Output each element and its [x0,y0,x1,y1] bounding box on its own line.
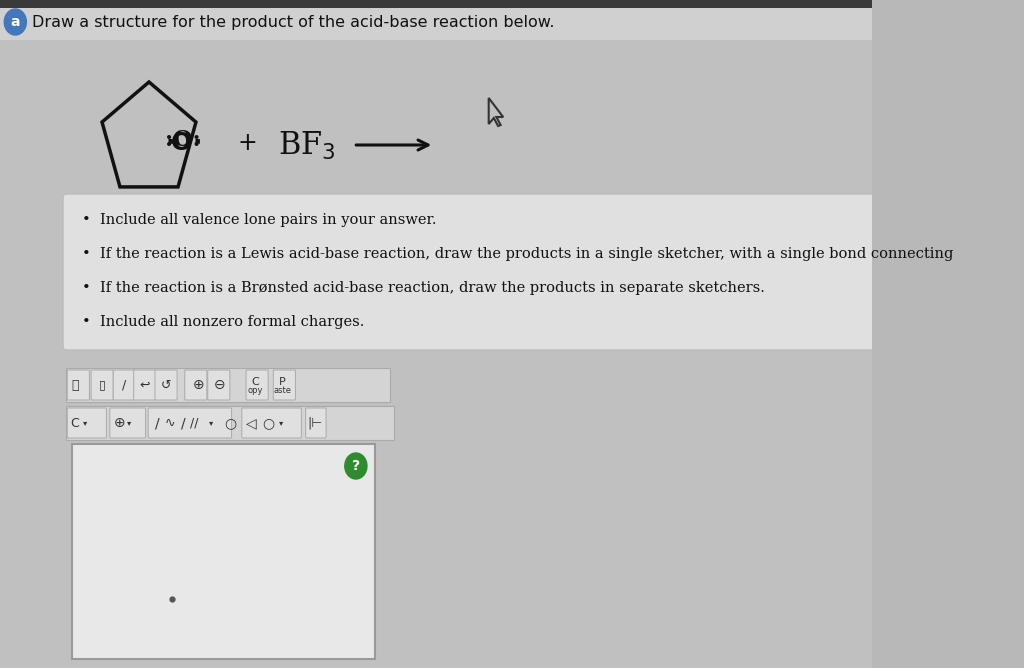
Text: $\mathbf{\cdot\!O\!\cdot}$: $\mathbf{\cdot\!O\!\cdot}$ [165,132,202,154]
Text: •  Include all valence lone pairs in your answer.: • Include all valence lone pairs in your… [82,213,436,227]
Text: a: a [10,15,20,29]
Text: ⊕: ⊕ [114,416,125,430]
Bar [67,368,390,402]
Text: +: + [237,131,257,155]
Text: ○: ○ [224,416,236,430]
FancyBboxPatch shape [155,370,177,400]
Text: ⊕: ⊕ [193,378,204,392]
FancyBboxPatch shape [148,408,231,438]
Text: Draw a structure for the product of the acid-base reaction below.: Draw a structure for the product of the … [32,15,554,29]
FancyBboxPatch shape [63,194,874,350]
Text: |⊢: |⊢ [307,417,323,430]
Bar [73,444,375,659]
Text: :O:: :O: [165,129,201,151]
Text: •  Include all nonzero formal charges.: • Include all nonzero formal charges. [82,315,365,329]
Bar [0,8,871,40]
Text: C: C [71,417,79,430]
Text: ⊖: ⊖ [214,378,225,392]
FancyBboxPatch shape [68,370,89,400]
Text: ▾: ▾ [83,418,87,428]
Text: ✋: ✋ [72,379,79,391]
Text: /: / [181,416,185,430]
Text: P: P [280,377,286,387]
Text: ○: ○ [262,416,274,430]
Text: •  If the reaction is a Lewis acid-base reaction, draw the products in a single : • If the reaction is a Lewis acid-base r… [82,247,953,261]
FancyBboxPatch shape [68,408,106,438]
FancyBboxPatch shape [246,370,268,400]
Text: ▾: ▾ [279,418,283,428]
Text: ▾: ▾ [127,418,131,428]
Circle shape [345,453,367,479]
Text: ∿: ∿ [165,417,175,430]
FancyBboxPatch shape [208,370,229,400]
Text: ?: ? [352,459,360,473]
Text: opy: opy [248,385,263,395]
Text: aste: aste [273,385,292,395]
Text: ◁: ◁ [246,416,256,430]
FancyBboxPatch shape [273,370,296,400]
Text: •  If the reaction is a Brønsted acid-base reaction, draw the products in separa: • If the reaction is a Brønsted acid-bas… [82,281,765,295]
Text: ↩: ↩ [139,379,150,391]
FancyBboxPatch shape [184,370,207,400]
Text: BF$_3$: BF$_3$ [278,130,336,162]
Bar [67,406,394,440]
Text: ↺: ↺ [161,379,171,391]
Text: /: / [156,416,160,430]
FancyBboxPatch shape [114,370,135,400]
FancyBboxPatch shape [110,408,145,438]
FancyBboxPatch shape [134,370,156,400]
FancyBboxPatch shape [305,408,326,438]
Text: C: C [252,377,259,387]
FancyBboxPatch shape [91,370,114,400]
Text: /: / [122,379,126,391]
Circle shape [4,9,27,35]
Text: ▾: ▾ [209,418,213,428]
Text: ▯: ▯ [98,379,105,391]
FancyBboxPatch shape [242,408,301,438]
Bar [0,0,871,8]
Text: //: // [189,417,199,430]
